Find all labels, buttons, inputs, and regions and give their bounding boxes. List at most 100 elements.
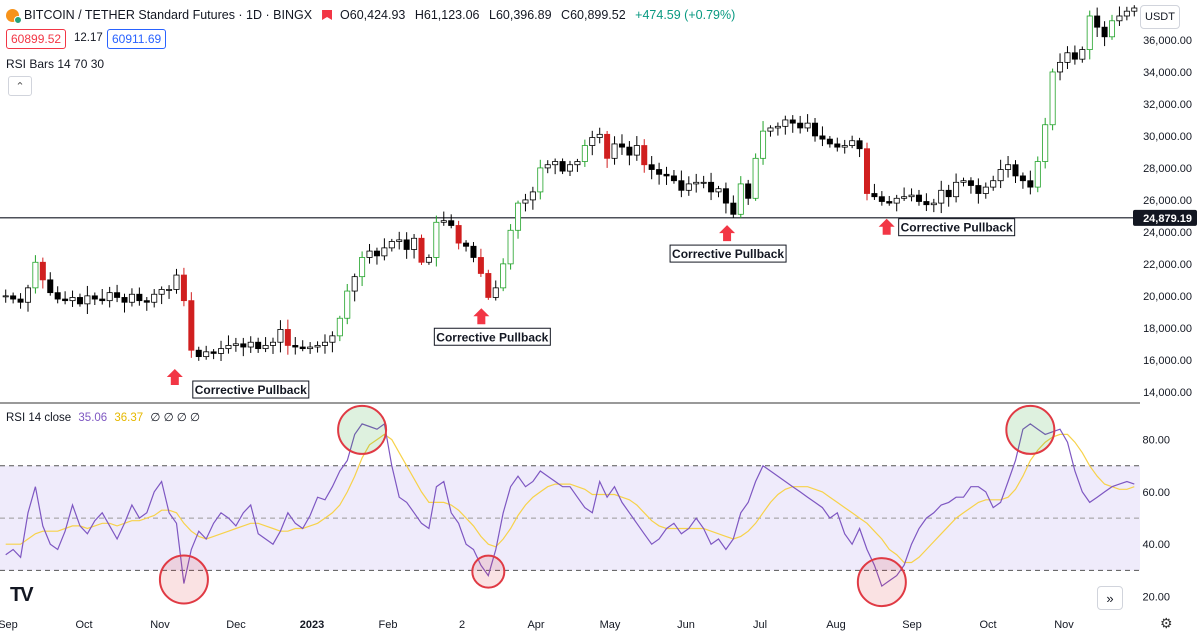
- rsi-legend-label: RSI 14 close: [6, 412, 72, 424]
- up-arrow-icon: [719, 225, 736, 242]
- candle-body: [1086, 15, 1093, 50]
- candle-body: [804, 122, 811, 129]
- candle-body: [618, 143, 625, 148]
- candle-body: [143, 300, 150, 303]
- annotation-label: Corrective Pullback: [672, 247, 784, 261]
- collapse-button[interactable]: ⌃: [8, 76, 32, 96]
- candle-body: [91, 295, 98, 300]
- up-arrow-icon: [878, 218, 895, 235]
- candle-body: [878, 196, 885, 202]
- candle-body: [997, 169, 1004, 182]
- high-value: H61,123.06: [414, 8, 480, 22]
- candle-body: [1109, 20, 1116, 38]
- price-tick-label: 32,000.00: [1143, 99, 1192, 111]
- candle-body: [403, 239, 410, 250]
- chevron-up-icon: ⌃: [15, 80, 25, 93]
- candle-body: [841, 145, 848, 148]
- candle-body: [685, 183, 692, 191]
- candle-body: [292, 345, 299, 348]
- candle-body: [819, 135, 826, 140]
- candle-body: [203, 351, 210, 358]
- candle-body: [975, 185, 982, 194]
- chart-header: BITCOIN / TETHER Standard Futures · 1D ·…: [6, 4, 741, 26]
- currency-button[interactable]: USDT: [1140, 5, 1180, 29]
- candle-body: [47, 279, 54, 294]
- candle-body: [678, 180, 685, 191]
- price-tick-label: 34,000.00: [1143, 67, 1192, 79]
- candle-body: [626, 146, 633, 156]
- candle-body: [1064, 52, 1071, 63]
- sell-price-box[interactable]: 60899.52: [6, 29, 67, 49]
- candle-body: [708, 181, 715, 193]
- candle-body: [863, 148, 870, 194]
- tradingview-logo-icon[interactable]: TV: [10, 584, 34, 606]
- price-tick-label: 14,000.00: [1143, 387, 1192, 399]
- price-tick-label: 16,000.00: [1143, 355, 1192, 367]
- x-tick-label: Jun: [677, 619, 695, 631]
- candle-body: [982, 186, 989, 194]
- candle-body: [440, 220, 447, 223]
- candle-body: [39, 261, 46, 281]
- candle-body: [455, 225, 462, 244]
- rsi-extras: ∅ ∅ ∅ ∅: [150, 412, 201, 424]
- candle-body: [774, 125, 781, 129]
- candle-body: [463, 242, 470, 247]
- candle-body: [715, 188, 722, 193]
- candle-body: [663, 173, 670, 177]
- candle-body: [871, 193, 878, 198]
- scroll-to-latest-button[interactable]: »: [1097, 586, 1123, 610]
- rsi-tick-label: 60.00: [1142, 487, 1170, 499]
- x-tick-label: Apr: [527, 619, 544, 631]
- candle-body: [492, 287, 499, 298]
- candle-body: [2, 295, 9, 298]
- candle-body: [826, 138, 833, 145]
- gear-icon[interactable]: ⚙: [1160, 615, 1173, 631]
- candle-body: [990, 180, 997, 188]
- candle-body: [321, 341, 328, 346]
- candle-body: [411, 237, 418, 250]
- candle-body: [381, 247, 388, 257]
- candle-body: [106, 292, 113, 302]
- candle-body: [537, 167, 544, 193]
- up-arrow-icon: [473, 308, 490, 325]
- candle-body: [552, 161, 559, 166]
- price-tick-label: 26,000.00: [1143, 195, 1192, 207]
- symbol-title[interactable]: BITCOIN / TETHER Standard Futures · 1D ·…: [24, 8, 313, 22]
- candle-body: [923, 201, 930, 206]
- annotation-box: [192, 380, 310, 399]
- price-tick-label: 24,000.00: [1143, 227, 1192, 239]
- candle-body: [522, 199, 529, 204]
- candle-body: [901, 196, 908, 199]
- x-tick-label: Oct: [979, 619, 996, 631]
- x-tick-label: Jul: [753, 619, 767, 631]
- candle-body: [797, 122, 804, 129]
- rsi-line: [5, 422, 1135, 588]
- highlight-circle: [1005, 404, 1056, 455]
- candle-body: [693, 181, 700, 185]
- rsi-legend[interactable]: RSI 14 close 35.06 36.37 ∅ ∅ ∅ ∅: [6, 410, 200, 424]
- candle-body: [1071, 52, 1078, 60]
- candle-body: [210, 351, 217, 354]
- price-tick-label: 36,000.00: [1143, 35, 1192, 47]
- candle-body: [225, 345, 232, 350]
- candle-body: [373, 250, 380, 257]
- price-tick-label: 30,000.00: [1143, 131, 1192, 143]
- candle-body: [114, 292, 121, 298]
- candle-body: [240, 343, 247, 348]
- x-tick-label: Sep: [0, 619, 18, 631]
- x-tick-label: Sep: [902, 619, 922, 631]
- candle-body: [151, 293, 158, 303]
- change-value: +474.59 (+0.79%): [635, 8, 736, 22]
- rsi-tick-label: 20.00: [1142, 592, 1170, 604]
- candle-body: [967, 180, 974, 186]
- buy-price-box[interactable]: 60911.69: [107, 29, 167, 49]
- annotation-label: Corrective Pullback: [195, 383, 307, 397]
- candle-body: [700, 181, 707, 184]
- price-tick-label: 18,000.00: [1143, 323, 1192, 335]
- candle-body: [84, 295, 91, 305]
- x-tick-label: Nov: [150, 619, 170, 631]
- candle-body: [670, 175, 677, 182]
- indicator-label[interactable]: RSI Bars 14 70 30: [6, 57, 105, 71]
- flag-icon[interactable]: [322, 10, 333, 20]
